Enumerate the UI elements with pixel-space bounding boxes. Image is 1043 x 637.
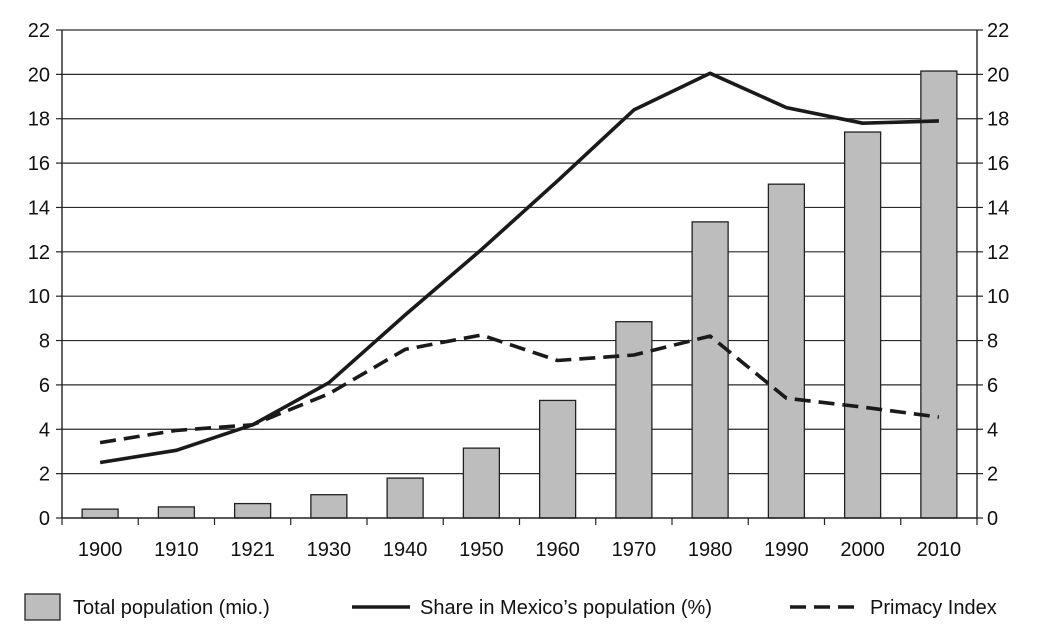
y-tick-label-right: 14	[987, 197, 1009, 219]
y-tick-label-left: 10	[28, 286, 50, 308]
x-tick-label: 1921	[230, 539, 275, 561]
y-tick-label-left: 20	[28, 64, 50, 86]
y-tick-label-left: 4	[39, 419, 50, 441]
y-tick-label-left: 0	[39, 508, 50, 530]
legend: Total population (mio.) Share in Mexico’s…	[24, 593, 997, 621]
bar	[538, 399, 577, 519]
bar	[691, 221, 729, 519]
y-tick-label-right: 12	[987, 242, 1009, 264]
bar	[920, 70, 958, 519]
y-tick-label-right: 16	[987, 153, 1009, 175]
y-tick-label-right: 4	[987, 419, 998, 441]
x-tick-label: 1970	[612, 539, 657, 561]
bar	[843, 131, 882, 519]
x-tick-label: 1900	[78, 539, 123, 561]
legend-label: Total population (mio.)	[73, 597, 270, 619]
y-tick-label-right: 6	[987, 375, 998, 397]
bar	[767, 183, 806, 519]
y-tick-label-left: 16	[28, 153, 50, 175]
x-tick-label: 1930	[307, 539, 352, 561]
y-tick-label-right: 8	[987, 331, 998, 353]
y-tick-label-right: 2	[987, 464, 998, 486]
bar	[233, 502, 272, 519]
share-line	[99, 71, 939, 465]
y-tick-label-left: 12	[28, 242, 50, 264]
axes	[56, 29, 983, 525]
bar	[462, 447, 501, 519]
bar	[157, 506, 196, 519]
y-tick-label-right: 20	[987, 64, 1009, 86]
x-tick-label: 2010	[917, 539, 962, 561]
legend-label: Share in Mexico’s population (%)	[420, 597, 712, 619]
y-tick-label-left: 18	[28, 109, 50, 131]
x-tick-label: 1960	[535, 539, 580, 561]
bar	[615, 321, 653, 519]
primacy-index-line	[99, 333, 940, 445]
x-tick-label: 1910	[154, 539, 199, 561]
y-tick-label-left: 2	[39, 464, 50, 486]
bar	[386, 477, 424, 519]
x-tick-label: 1980	[688, 539, 733, 561]
y-tick-label-left: 6	[39, 375, 50, 397]
bar	[81, 508, 119, 519]
gridlines	[62, 29, 977, 475]
legend-label: Primacy Index	[870, 597, 997, 619]
y-tick-label-right: 22	[987, 20, 1009, 42]
y-tick-label-left: 22	[28, 20, 50, 42]
y-tick-label-left: 14	[28, 197, 50, 219]
bar	[310, 494, 348, 519]
bar-series	[81, 70, 958, 519]
legend-swatch-bar	[24, 593, 61, 621]
y-tick-label-right: 0	[987, 508, 998, 530]
y-tick-label-left: 8	[39, 331, 50, 353]
x-tick-label: 1950	[459, 539, 504, 561]
line-series	[99, 71, 940, 465]
y-tick-label-right: 18	[987, 109, 1009, 131]
x-tick-label: 1940	[383, 539, 428, 561]
x-tick-label: 2000	[840, 539, 885, 561]
y-tick-label-right: 10	[987, 286, 1009, 308]
x-tick-label: 1990	[764, 539, 809, 561]
